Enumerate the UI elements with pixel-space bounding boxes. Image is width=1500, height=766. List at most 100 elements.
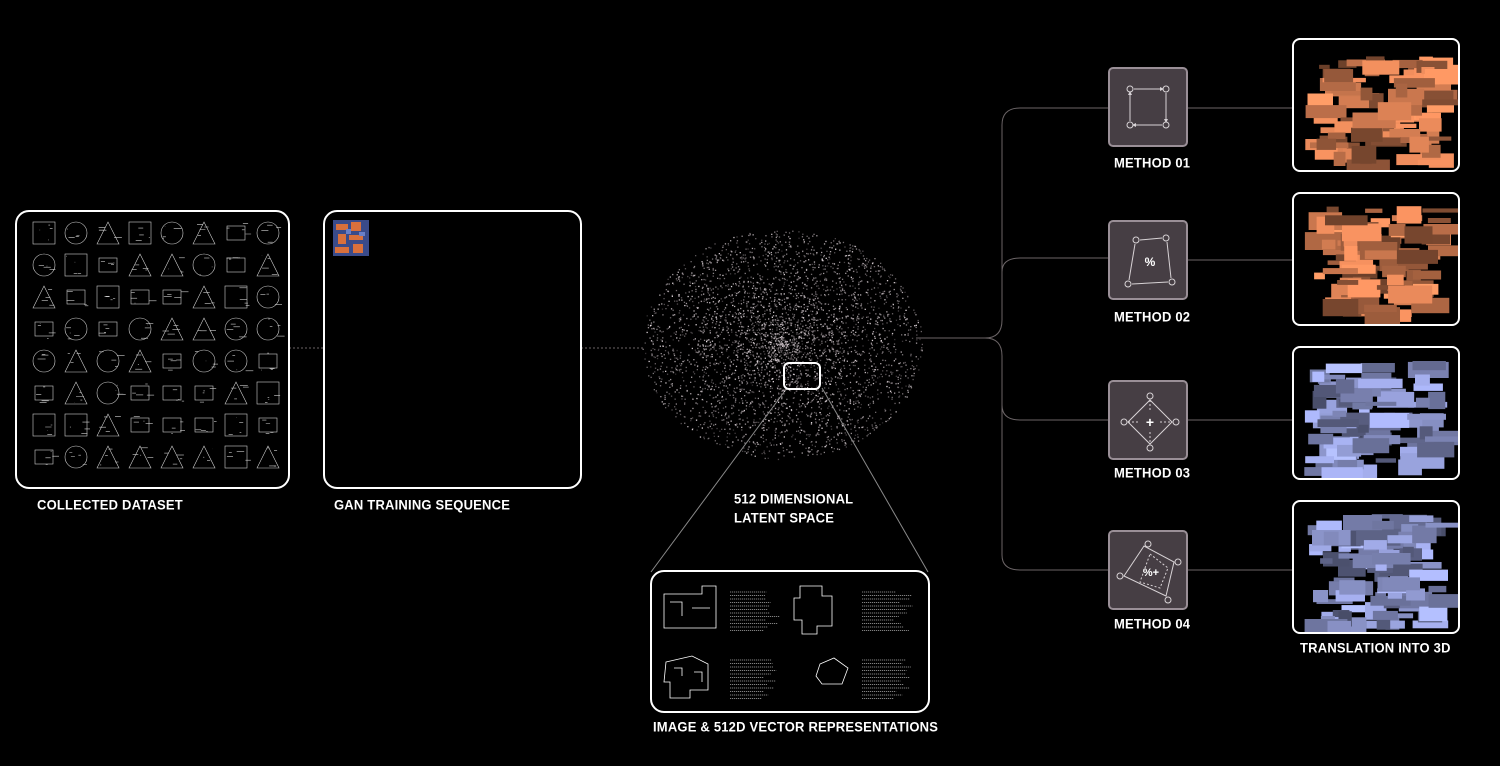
floorplan-thumbnail [96,221,122,245]
plus-diamond-icon: + [1120,392,1180,452]
floorplan-thumbnail [224,349,254,373]
floorplan-thumbnail [160,317,184,341]
floorplan-thumbnail [224,317,248,341]
floorplan-thumbnail [32,285,56,309]
vector-representation-label: IMAGE & 512D VECTOR REPRESENTATIONS [653,718,939,735]
latent-selection-box [783,362,821,390]
floorplan-thumbnail [130,416,153,433]
floorplan-thumbnail [256,285,282,309]
floorplan-thumbnail [160,221,184,245]
floorplan-thumbnail [224,285,250,309]
floorplan-thumbnail [64,413,90,437]
floorplan-thumbnail [98,257,118,273]
floorplan-thumbnail [224,381,249,405]
floorplan-thumbnail [192,221,216,245]
floorplan-thumbnail [34,449,59,465]
orange-3d-model-icon [1304,206,1458,324]
floorplan-thumbnail [34,321,56,339]
floorplan-thumbnail [128,221,152,245]
latent-space-label-line1: 512 DIMENSIONAL [734,490,854,507]
translation-3d-label: TRANSLATION INTO 3D [1300,639,1451,656]
floorplan-thumbnail [162,353,182,371]
floorplan-thumbnail [98,321,118,337]
floorplan-thumbnail [128,349,152,373]
floorplan-thumbnail [160,253,185,277]
blue-3d-model-icon [1304,514,1458,632]
floorplan-thumbnail [258,352,278,371]
method-03-label: METHOD 03 [1114,464,1191,481]
floorplan-thumbnail [160,445,184,469]
percent-loop-icon: % [1124,234,1176,288]
floorplan-thumbnail [32,413,56,437]
method-04-symbol: %+ [1143,567,1159,579]
method-02-symbol: % [1145,255,1156,269]
floorplan-thumbnail [64,253,88,277]
method-03-symbol: + [1146,414,1154,430]
floorplan-thumbnail [224,445,251,469]
orange-3d-model-icon [1305,56,1458,170]
floorplan-thumbnail [256,317,285,341]
method-01-label: METHOD 01 [1114,154,1191,171]
floorplan-thumbnail [162,289,189,305]
floorplan-thumbnail [128,445,154,469]
floorplan-thumbnail [96,349,125,373]
floorplan-thumbnail [32,253,56,277]
floorplan-thumbnail [96,413,121,437]
method-01-box[interactable] [1108,67,1188,147]
floorplan-thumbnail [64,381,88,405]
floorplan-thumbnail [258,417,278,434]
floorplan-thumbnail [130,289,157,305]
gan-training-label: GAN TRAINING SEQUENCE [334,496,511,513]
floorplan-thumbnail [256,381,281,405]
blue-3d-model-icon [1304,361,1458,478]
result-model-04[interactable] [1292,500,1460,634]
floorplan-thumbnail [256,445,280,469]
collected-dataset-label: COLLECTED DATASET [37,496,183,513]
floorplan-thumbnail [192,445,216,469]
floorplan-thumbnail [128,317,154,341]
dataset-thumbnails [32,221,285,469]
floorplan-thumbnail [96,285,120,309]
floorplan-thumbnail [162,385,185,402]
square-loop-icon [1126,85,1170,129]
floorplan-thumbnail [96,445,120,469]
latent-space-cloud [642,230,923,461]
floorplan-thumbnail [226,257,246,273]
floorplan-thumbnail [256,221,282,245]
method-04-box[interactable]: %+ [1108,530,1188,610]
floorplan-thumbnail [64,317,88,341]
floorplan-thumbnail [192,349,218,373]
floorplan-thumbnail [64,445,88,469]
floorplan-thumbnail [256,253,280,277]
gan-sample-thumbnail [333,220,369,256]
floorplan-thumbnail [128,253,152,277]
floorplan-thumbnail [192,285,216,309]
floorplan-thumbnail [64,349,88,373]
method-03-box[interactable]: + [1108,380,1188,460]
method-02-label: METHOD 02 [1114,308,1191,325]
floorplan-thumbnail [32,349,56,373]
floorplan-vector-grid [663,585,913,699]
floorplan-thumbnail [96,381,126,405]
vector-representation-panel [650,570,930,713]
result-model-02[interactable] [1292,192,1460,326]
method-02-box[interactable]: % [1108,220,1188,300]
floorplan-thumbnail [194,385,217,403]
floorplan-thumbnail [32,221,56,245]
floorplan-thumbnail [226,223,252,241]
floorplan-thumbnail [192,253,216,277]
floorplan-thumbnail [192,317,216,341]
result-model-03[interactable] [1292,346,1460,480]
floorplan-thumbnail [64,221,88,245]
percent-plus-loop-icon: %+ [1116,540,1182,604]
floorplan-thumbnail [194,417,217,433]
floorplan-thumbnail [162,417,185,434]
collected-dataset-panel [15,210,290,489]
method-04-label: METHOD 04 [1114,615,1191,632]
result-model-01[interactable] [1292,38,1460,172]
latent-space-label-line2: LATENT SPACE [734,509,835,526]
floorplan-thumbnail [130,383,155,401]
floorplan-thumbnail [224,413,248,437]
floorplan-thumbnail [66,289,89,307]
